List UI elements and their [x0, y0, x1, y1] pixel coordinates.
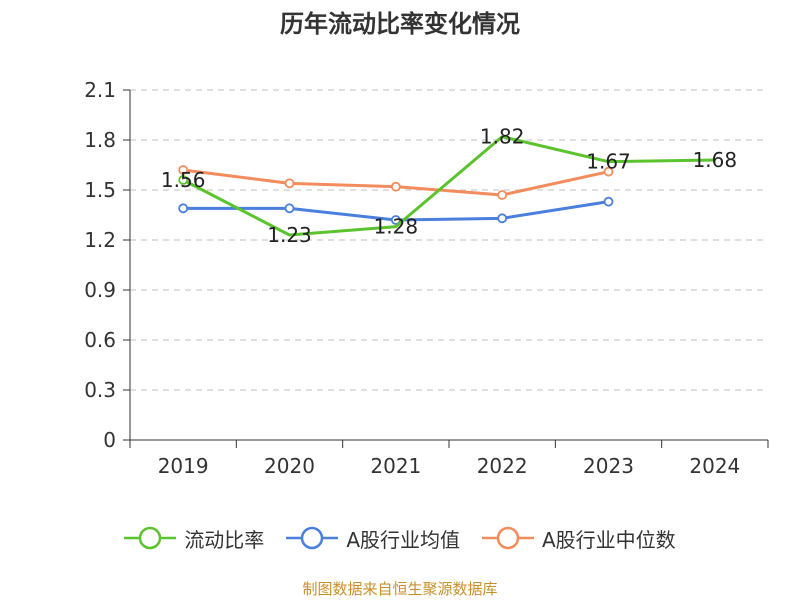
y-tick-label: 0	[103, 428, 116, 452]
x-tick-label: 2022	[477, 454, 528, 478]
data-labels: 1.56 1.23 1.28 1.82 1.67 1.68	[161, 125, 737, 247]
data-point	[497, 190, 508, 200]
data-label: 1.56	[161, 168, 206, 192]
x-tick-label: 2020	[264, 454, 315, 478]
series-line	[182, 135, 715, 237]
source-note: 制图数据来自恒生聚源数据库	[302, 580, 498, 598]
x-tick-label: 2024	[689, 454, 740, 478]
y-tick-label: 0.3	[84, 378, 116, 402]
y-tick-label: 1.5	[84, 178, 116, 202]
y-tick-label: 2.1	[84, 78, 116, 102]
legend-item[interactable]: A股行业中位数	[482, 524, 676, 553]
data-point	[284, 203, 295, 214]
legend-marker-icon	[482, 526, 534, 550]
data-point	[390, 215, 401, 225]
data-point	[603, 196, 614, 207]
data-label: 1.82	[480, 125, 525, 149]
legend-label: 流动比率	[184, 527, 265, 552]
data-point	[178, 175, 189, 185]
line-chart: 0 0.3 0.6 0.9 1.2 1.5 1.8 2.1 2019 2020 2021 2022 20…	[84, 78, 769, 478]
data-point	[497, 213, 508, 224]
x-tick-label: 2019	[158, 454, 209, 478]
y-tick-label: 1.2	[84, 228, 116, 252]
data-point	[284, 178, 295, 189]
legend-item[interactable]: 流动比率	[124, 524, 264, 553]
data-label: 1.28	[374, 215, 419, 239]
legend-marker-icon	[124, 526, 177, 550]
y-tick-label: 0.6	[84, 328, 116, 352]
legend-label: A股行业中位数	[542, 527, 676, 552]
legend-label: A股行业均值	[346, 527, 460, 552]
data-label: 1.68	[693, 148, 738, 172]
grid-lines	[130, 89, 768, 391]
y-tick-label: 1.8	[84, 128, 116, 152]
data-point	[178, 203, 189, 214]
axes: 0 0.3 0.6 0.9 1.2 1.5 1.8 2.1 2019 2020 2021 2022 20…	[84, 78, 769, 478]
legend-item[interactable]: A股行业均值	[286, 524, 460, 553]
data-label: 1.67	[586, 150, 631, 174]
x-tick-label: 2021	[370, 454, 421, 478]
series-lines	[178, 135, 715, 237]
legend: 流动比率 A股行业均值 A股行业中位数	[0, 520, 800, 556]
data-label: 1.23	[267, 223, 312, 247]
legend-marker-icon	[286, 526, 339, 550]
data-point	[603, 166, 614, 177]
x-tick-label: 2023	[583, 454, 634, 478]
data-point	[178, 165, 189, 175]
y-tick-label: 0.9	[84, 278, 116, 302]
chart-title: 历年流动比率变化情况	[280, 10, 520, 38]
data-point	[390, 181, 401, 192]
